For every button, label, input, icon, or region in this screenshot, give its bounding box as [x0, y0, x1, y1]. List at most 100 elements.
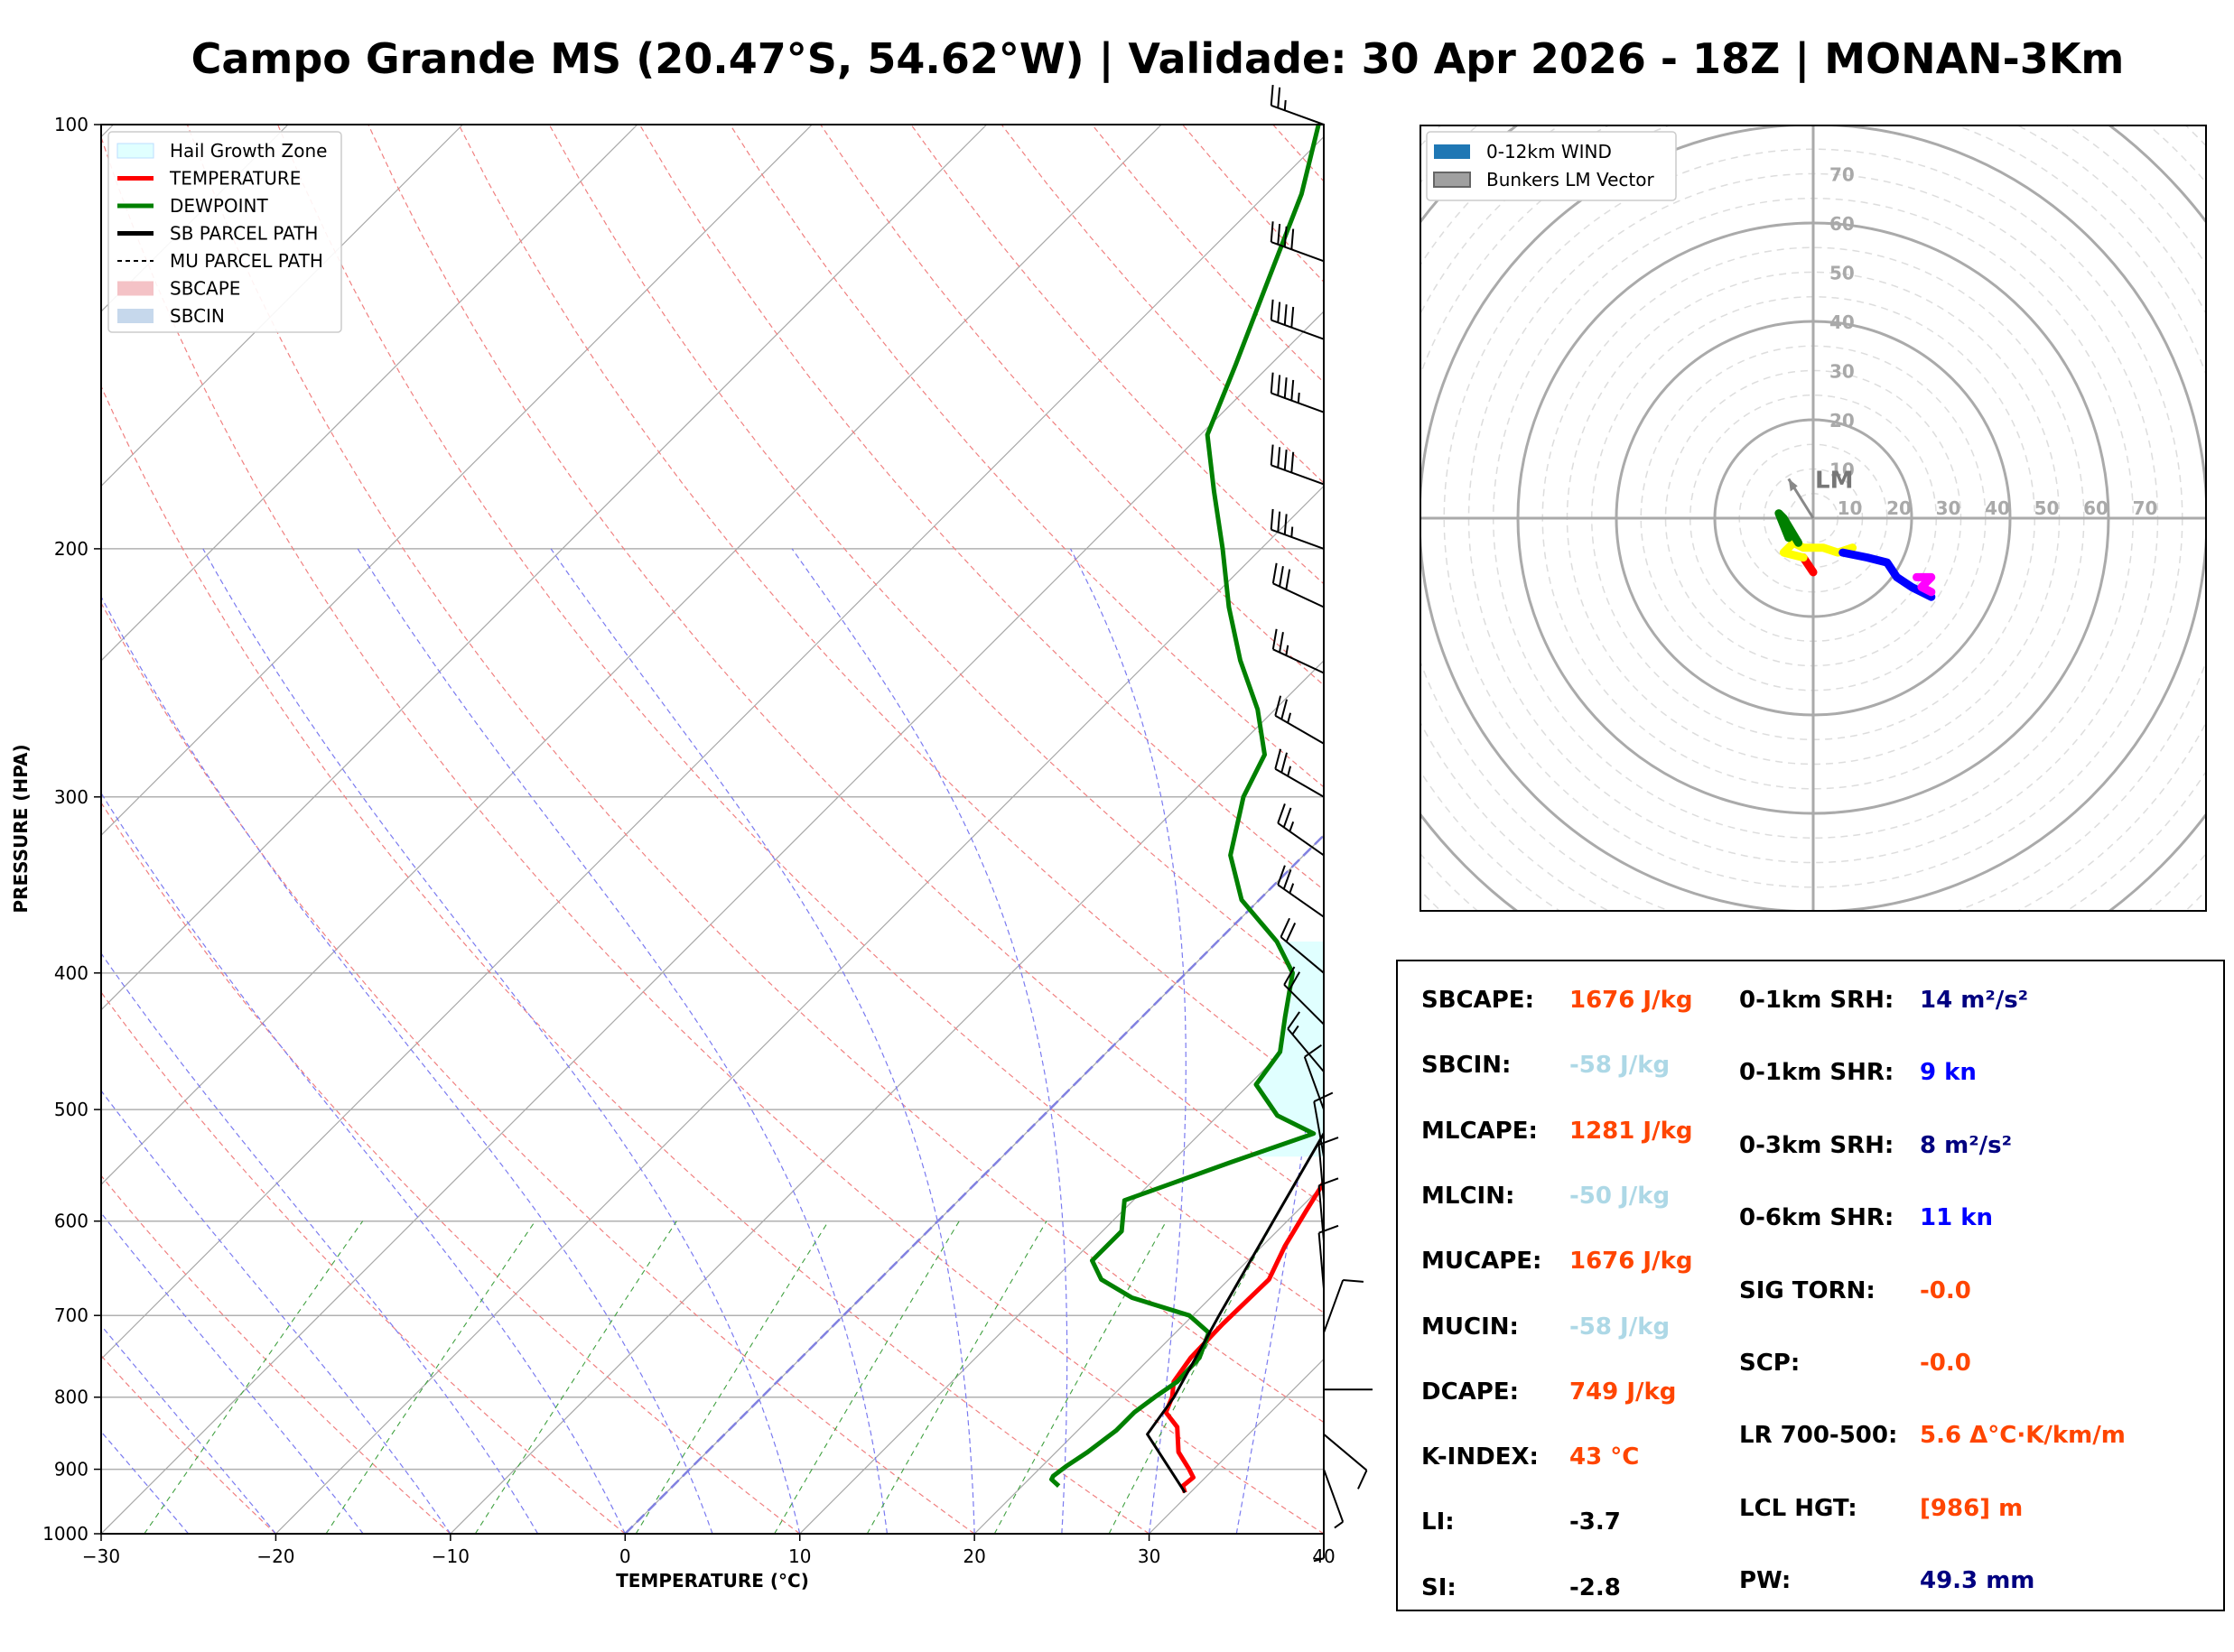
- moist-adiabat: [791, 548, 1068, 1534]
- legend-item: SBCAPE: [117, 278, 240, 300]
- stat-value: 49.3 mm: [1920, 1567, 2035, 1595]
- hodograph-legend: 0-12km WIND Bunkers LM Vector: [1426, 131, 1677, 201]
- ring-label-y: 10: [1829, 459, 1855, 481]
- moist-adiabat: [1323, 1531, 1324, 1534]
- wind-barb: [1270, 372, 1325, 413]
- stat-value: -58 J/kg: [1569, 1313, 1671, 1341]
- hodograph-trace: [1779, 538, 1857, 562]
- legend-item: MU PARCEL PATH: [117, 250, 323, 272]
- wind-barb: [1271, 628, 1325, 674]
- ring-label-y: 50: [1829, 263, 1855, 284]
- stat-label: MLCIN:: [1421, 1182, 1515, 1210]
- wind-barb: [1287, 1011, 1325, 1072]
- isotherm-line: [101, 125, 638, 662]
- stat-label: MUCAPE:: [1421, 1248, 1542, 1276]
- moist-adiabat: [101, 1324, 276, 1534]
- hodograph-legend-item: 0-12km WIND: [1434, 141, 1612, 162]
- y-tick-label: 700: [54, 1304, 88, 1326]
- wind-barb: [1317, 1224, 1339, 1289]
- x-tick-label: 20: [963, 1545, 985, 1567]
- moist-adiabat: [101, 792, 626, 1534]
- wind-barb: [1280, 917, 1325, 974]
- moist-adiabat: [101, 1430, 190, 1534]
- dry-adiabat: [1091, 125, 1324, 384]
- y-tick-label: 400: [54, 962, 88, 984]
- legend-label: TEMPERATURE: [169, 168, 301, 190]
- isotherm-line: [799, 1008, 1324, 1534]
- skewt-diagram: −30 −20 −10 0 10 20 30 40 100 200 300 400 500 600 700 8…: [10, 84, 1373, 1592]
- wind-barb: [1277, 865, 1325, 918]
- legend-label: SBCAPE: [170, 278, 240, 300]
- isotherm-line: [101, 311, 1324, 1534]
- ring-label-x: 60: [2083, 497, 2108, 519]
- isotherm-line: [1323, 1533, 1324, 1534]
- dry-adiabat: [101, 802, 801, 1534]
- ring-label-y: 30: [1829, 361, 1855, 383]
- wind-barb: [1270, 221, 1325, 263]
- y-tick-label: 300: [54, 786, 88, 808]
- stat-value: 11 kn: [1920, 1204, 1994, 1232]
- wind-barb: [1313, 1502, 1325, 1563]
- stat-label: MLCAPE:: [1421, 1117, 1538, 1145]
- skewt-legend: Hail Growth Zone TEMPERATURE DEWPOINT SB PA…: [107, 131, 342, 333]
- wind-barb: [1323, 1469, 1345, 1529]
- x-tick-label: 30: [1138, 1545, 1160, 1567]
- ring-label-x: 50: [2034, 497, 2060, 519]
- sb-parcel-line: [1146, 1130, 1324, 1494]
- isotherm-line: [1149, 1358, 1324, 1534]
- stat-label: SIG TORN:: [1739, 1276, 1876, 1304]
- x-tick-label: 0: [619, 1545, 631, 1567]
- stat-value: 14 m²/s²: [1920, 987, 2029, 1014]
- mixing-ratio-line: [474, 1220, 677, 1534]
- stat-value: 43 °C: [1569, 1443, 1640, 1471]
- stat-value: -50 J/kg: [1569, 1182, 1671, 1210]
- hodograph-trace: [1774, 509, 1803, 547]
- dry-adiabat: [1182, 125, 1324, 283]
- stat-label: DCAPE:: [1421, 1378, 1519, 1406]
- stat-value: -0.0: [1920, 1276, 1971, 1304]
- legend-item: DEWPOINT: [117, 195, 268, 217]
- legend-label: MU PARCEL PATH: [170, 250, 323, 272]
- hodograph-legend-item: Bunkers LM Vector: [1433, 169, 1655, 190]
- stat-value: -0.0: [1920, 1350, 1971, 1377]
- wind-barb: [1270, 508, 1325, 550]
- stat-value: 1676 J/kg: [1569, 987, 1693, 1014]
- moist-adiabat: [101, 952, 539, 1534]
- dry-adiabat: [101, 385, 1150, 1534]
- stat-label: LCL HGT:: [1739, 1494, 1857, 1522]
- stat-value: [986] m: [1920, 1494, 2024, 1522]
- ring-label-x: 70: [2133, 497, 2158, 519]
- legend-label: SBCIN: [170, 305, 225, 327]
- ring-label-x: 40: [1985, 497, 2010, 519]
- ring-label-x: 10: [1838, 497, 1863, 519]
- isotherm-line: [450, 660, 1324, 1534]
- wind-barb: [1271, 562, 1325, 608]
- x-tick-label: 40: [1312, 1545, 1335, 1567]
- ring-label-y: 40: [1829, 311, 1855, 333]
- mixing-ratio-line: [144, 1220, 364, 1534]
- lm-label: LM: [1815, 467, 1853, 494]
- bunkers-lm-arrowhead: [1788, 478, 1798, 492]
- isotherm-line: [101, 135, 1324, 1360]
- stat-value: 5.6 Δ°C·K/km/m: [1920, 1422, 2126, 1450]
- mixing-ratio-line: [774, 1220, 960, 1534]
- stats-panel: SBCAPE: 1676 J/kg SBCIN: -58 J/kg MLCAPE: 128…: [1396, 960, 2225, 1611]
- stat-value: -58 J/kg: [1569, 1052, 1671, 1080]
- hodograph-legend-label: 0-12km WIND: [1486, 141, 1612, 162]
- mixing-ratio-line: [325, 1220, 536, 1534]
- mixing-ratio-line: [1108, 1220, 1275, 1534]
- temperature-line: [1163, 1178, 1324, 1494]
- dry-adiabat: [729, 125, 1324, 788]
- isotherm-line: [973, 1183, 1324, 1534]
- stat-label: MUCIN:: [1421, 1313, 1519, 1341]
- stat-value: -3.7: [1569, 1508, 1621, 1536]
- stat-value: -2.8: [1569, 1573, 1621, 1601]
- y-tick-label: 200: [54, 538, 88, 560]
- ring-label-y: 20: [1829, 410, 1855, 432]
- hodograph: 10 10 20 20 30 30 40 40 50 50 60 60 70 70 LM 0-12km W…: [1420, 125, 2207, 912]
- wind-barb: [1277, 803, 1325, 857]
- isotherm-line: [101, 125, 463, 487]
- x-axis-label: TEMPERATURE (°C): [616, 1570, 809, 1592]
- x-tick-label: −20: [256, 1545, 294, 1567]
- dry-adiabat: [186, 125, 1324, 1424]
